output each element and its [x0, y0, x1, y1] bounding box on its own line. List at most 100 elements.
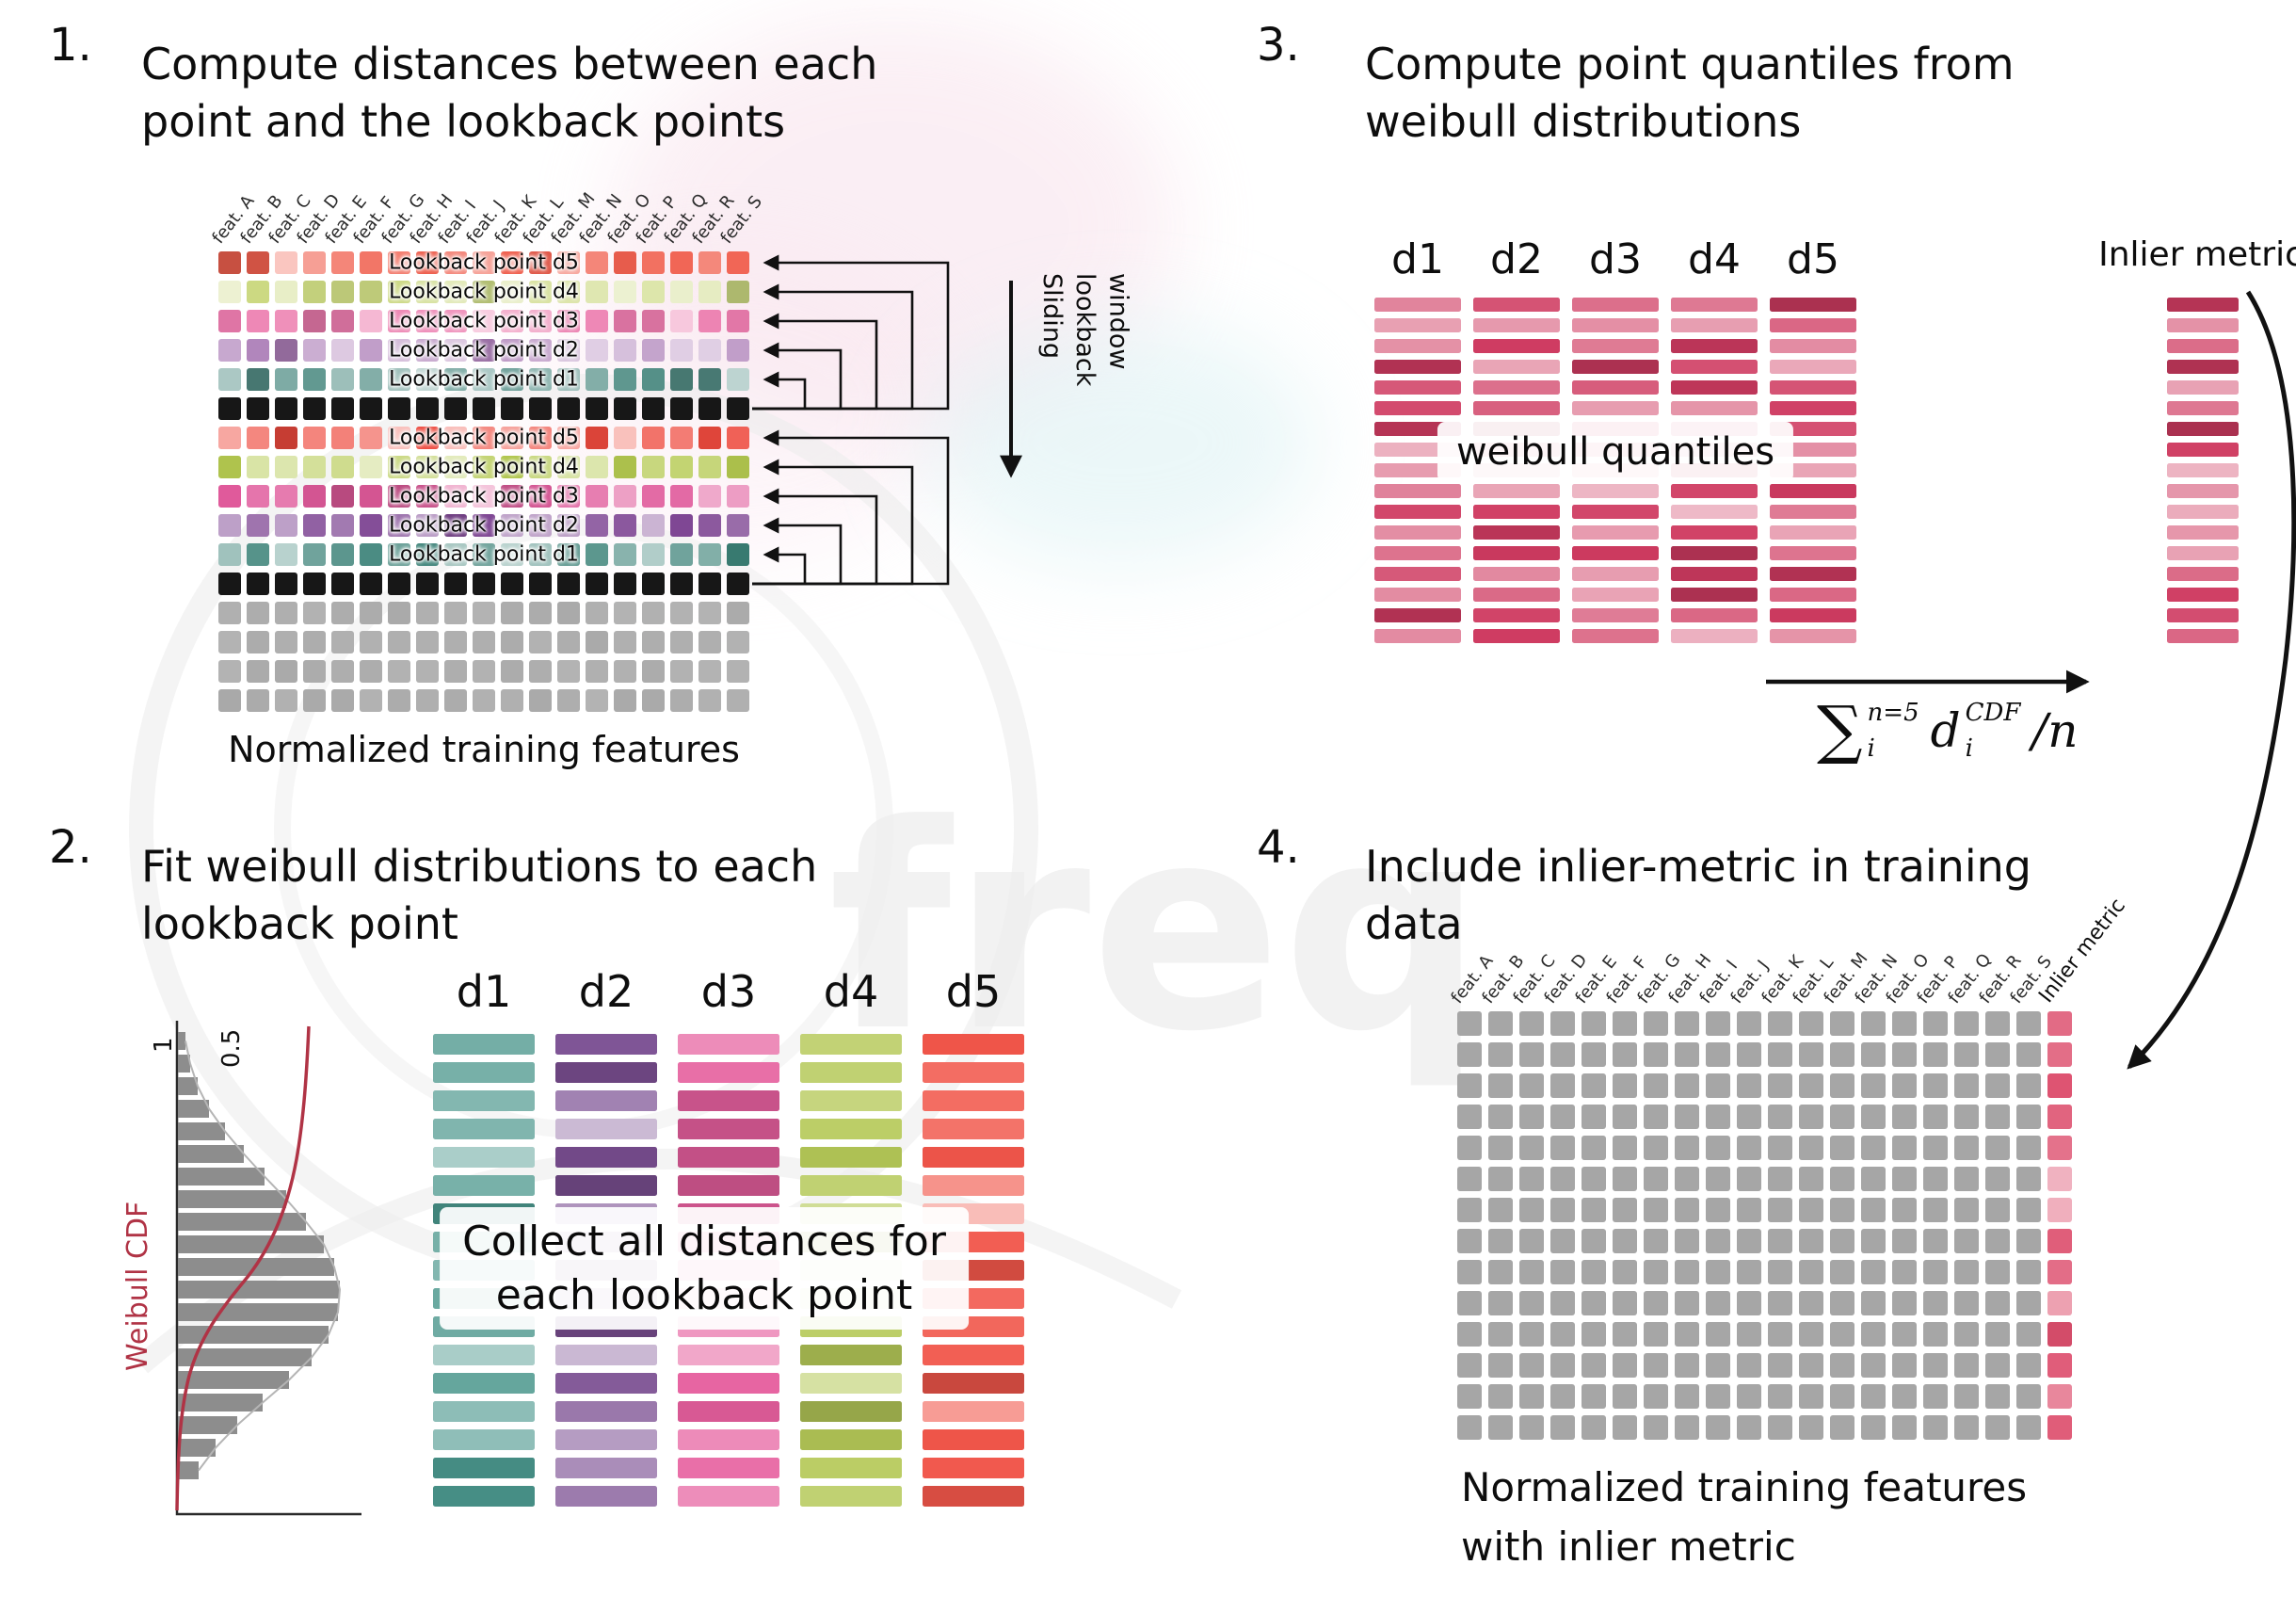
distance-bar [2167, 484, 2239, 498]
feature-cell [670, 543, 693, 566]
feature-cell [1457, 1291, 1482, 1315]
feature-cell [1675, 1136, 1699, 1160]
feature-cell [218, 514, 241, 537]
distance-bar [1572, 525, 1659, 540]
feature-cell [1613, 1415, 1637, 1440]
feature-cell [1892, 1136, 1917, 1160]
feature-cell [444, 602, 467, 624]
feature-cell [557, 310, 580, 332]
collect-distances-overlay: Collect all distances for each lookback … [440, 1207, 969, 1331]
feature-cell [218, 339, 241, 362]
feature-cell [1613, 1198, 1637, 1222]
feature-cell [642, 397, 665, 420]
step2-title: Fit weibull distributions to each lookba… [141, 838, 817, 952]
feature-cell [698, 514, 721, 537]
feature-cell [416, 689, 439, 712]
feature-cell [501, 368, 523, 391]
feature-cell [1488, 1291, 1513, 1315]
histogram-bar [178, 1439, 216, 1457]
cdf-tick-1: 1 [150, 1037, 178, 1053]
sliding-window-arrow [1000, 281, 1022, 478]
feature-cell [360, 397, 382, 420]
training-row [1457, 1011, 2072, 1036]
lookback-arrows [752, 254, 950, 586]
feature-cell [1488, 1105, 1513, 1129]
feature-cell [1675, 1167, 1699, 1191]
lookback-point-row: Lookback point d1 [218, 368, 749, 392]
step2-distance-labels: d1 d2 d3 d4 d5 [433, 966, 1024, 1017]
feature-cell [473, 543, 495, 566]
feature-cell [1830, 1073, 1854, 1098]
inlier-metric-cell [2047, 1384, 2072, 1409]
feature-cell [331, 397, 354, 420]
feature-cell [1861, 1198, 1886, 1222]
feature-cell [416, 631, 439, 653]
feature-cell [698, 602, 721, 624]
feature-cell [586, 397, 608, 420]
distance-bar [1473, 567, 1560, 581]
distance-bar [678, 1373, 779, 1394]
feature-cell [1457, 1167, 1482, 1191]
feature-cell [247, 631, 269, 653]
feature-cell [1519, 1384, 1544, 1409]
feature-cell [1582, 1353, 1606, 1378]
feature-cell [1799, 1229, 1823, 1253]
feature-cell [1768, 1198, 1792, 1222]
feature-cell [1954, 1198, 1979, 1222]
feature-cell [1644, 1198, 1668, 1222]
feature-cell [388, 456, 410, 478]
feature-cell [1488, 1011, 1513, 1036]
distance-bar [678, 1034, 779, 1055]
feature-cell [247, 397, 269, 420]
feature-cell [444, 573, 467, 595]
feature-cell [331, 485, 354, 508]
distance-bar [1671, 629, 1758, 643]
feature-cell [303, 368, 326, 391]
feature-cell [416, 543, 439, 566]
feature-cell [1737, 1260, 1761, 1284]
distance-bar [1770, 380, 1856, 395]
feature-cell [1550, 1105, 1575, 1129]
feature-cell [275, 689, 297, 712]
feature-cell [1861, 1042, 1886, 1067]
feature-cell [1644, 1105, 1668, 1129]
feature-cell [1737, 1073, 1761, 1098]
weibull-quantiles-overlay: weibull quantiles [1437, 422, 1794, 482]
step1-caption: Normalized training features [228, 729, 740, 770]
feature-cell [1550, 1415, 1575, 1440]
distance-bar [678, 1429, 779, 1450]
feature-cell [1582, 1198, 1606, 1222]
distance-bar [800, 1147, 902, 1168]
feature-cell [331, 281, 354, 303]
feature-cell [1985, 1011, 2010, 1036]
distance-bar [2167, 463, 2239, 477]
feature-cell [1550, 1229, 1575, 1253]
distance-bar [1770, 505, 1856, 519]
feature-cell [1519, 1322, 1544, 1347]
feature-cell [1861, 1167, 1886, 1191]
feature-cell [1488, 1198, 1513, 1222]
feature-cell [1892, 1384, 1917, 1409]
feature-cell [1582, 1136, 1606, 1160]
feature-cell [1706, 1384, 1730, 1409]
distance-bar [1473, 318, 1560, 332]
lookback-row-label: Lookback point d4 [389, 455, 579, 479]
distance-bar [923, 1401, 1024, 1422]
feature-cell [1706, 1229, 1730, 1253]
feature-cell [1985, 1291, 2010, 1315]
feature-cell [1985, 1415, 2010, 1440]
feature-cell [727, 251, 749, 274]
training-row [1457, 1229, 2072, 1253]
feature-cell [444, 310, 467, 332]
feature-cell [1582, 1105, 1606, 1129]
feature-cell [501, 456, 523, 478]
feature-cell [614, 573, 636, 595]
feature-cell [218, 281, 241, 303]
feature-cell [1954, 1353, 1979, 1378]
feature-cell [1954, 1042, 1979, 1067]
feature-cell [388, 427, 410, 449]
feature-cell [642, 573, 665, 595]
distance-bar [923, 1429, 1024, 1450]
feature-cell [529, 689, 552, 712]
feature-cell [501, 281, 523, 303]
